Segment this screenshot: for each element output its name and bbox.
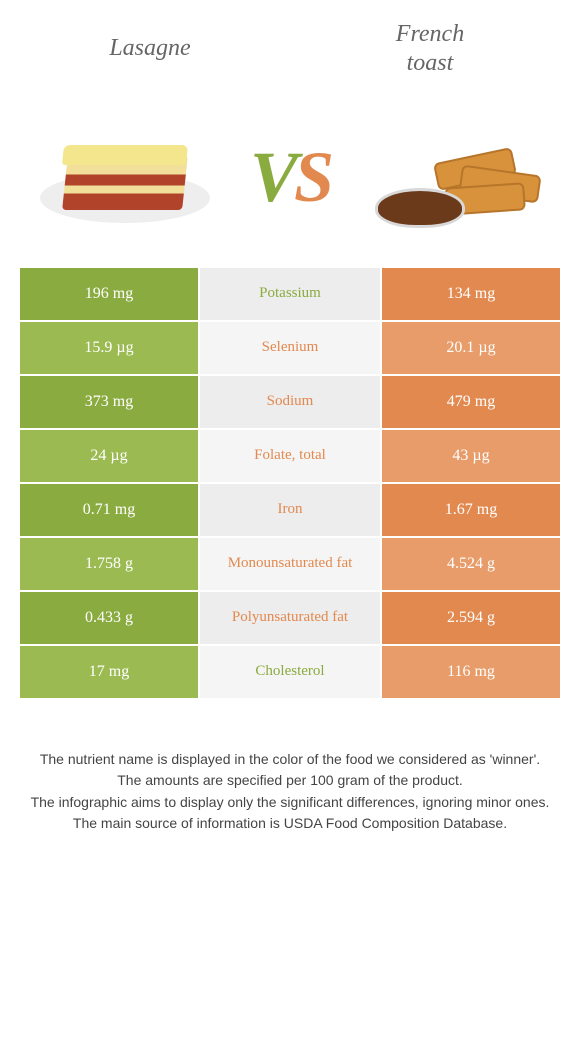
table-row: 373 mgSodium479 mg <box>20 376 560 430</box>
title-left: Lasagne <box>109 34 190 63</box>
header-right: French toast <box>330 20 530 78</box>
table-row: 17 mgCholesterol116 mg <box>20 646 560 700</box>
table-row: 196 mgPotassium134 mg <box>20 268 560 322</box>
cell-label: Polyunsaturated fat <box>200 592 380 644</box>
footer-line-1: The nutrient name is displayed in the co… <box>20 750 560 770</box>
vs-s: S <box>294 137 330 217</box>
cell-left: 0.433 g <box>20 592 200 644</box>
cell-left: 196 mg <box>20 268 200 320</box>
header: Lasagne French toast <box>0 0 580 88</box>
nutrient-table: 196 mgPotassium134 mg15.9 µgSelenium20.1… <box>0 268 580 700</box>
title-right: French toast <box>396 20 464 78</box>
cell-left: 1.758 g <box>20 538 200 590</box>
cell-left: 24 µg <box>20 430 200 482</box>
footer: The nutrient name is displayed in the co… <box>0 700 580 856</box>
cell-right: 134 mg <box>380 268 560 320</box>
cell-label: Potassium <box>200 268 380 320</box>
cell-label: Sodium <box>200 376 380 428</box>
footer-line-3: The infographic aims to display only the… <box>20 793 560 813</box>
cell-left: 0.71 mg <box>20 484 200 536</box>
cell-left: 373 mg <box>20 376 200 428</box>
footer-line-4: The main source of information is USDA F… <box>20 814 560 834</box>
images-row: VS <box>0 88 580 268</box>
cell-left: 15.9 µg <box>20 322 200 374</box>
cell-right: 479 mg <box>380 376 560 428</box>
cell-label: Cholesterol <box>200 646 380 698</box>
cell-left: 17 mg <box>20 646 200 698</box>
table-row: 24 µgFolate, total43 µg <box>20 430 560 484</box>
header-left: Lasagne <box>50 20 250 78</box>
cell-right: 2.594 g <box>380 592 560 644</box>
cell-label: Monounsaturated fat <box>200 538 380 590</box>
cell-right: 116 mg <box>380 646 560 698</box>
cell-right: 20.1 µg <box>380 322 560 374</box>
table-row: 15.9 µgSelenium20.1 µg <box>20 322 560 376</box>
table-row: 1.758 gMonounsaturated fat4.524 g <box>20 538 560 592</box>
cell-label: Selenium <box>200 322 380 374</box>
cell-right: 1.67 mg <box>380 484 560 536</box>
vs-label: VS <box>250 136 330 219</box>
cell-label: Folate, total <box>200 430 380 482</box>
cell-right: 43 µg <box>380 430 560 482</box>
table-row: 0.433 gPolyunsaturated fat2.594 g <box>20 592 560 646</box>
footer-line-2: The amounts are specified per 100 gram o… <box>20 771 560 791</box>
french-toast-image <box>360 113 550 243</box>
lasagne-image <box>30 113 220 243</box>
cell-label: Iron <box>200 484 380 536</box>
vs-v: V <box>250 137 294 217</box>
table-row: 0.71 mgIron1.67 mg <box>20 484 560 538</box>
cell-right: 4.524 g <box>380 538 560 590</box>
